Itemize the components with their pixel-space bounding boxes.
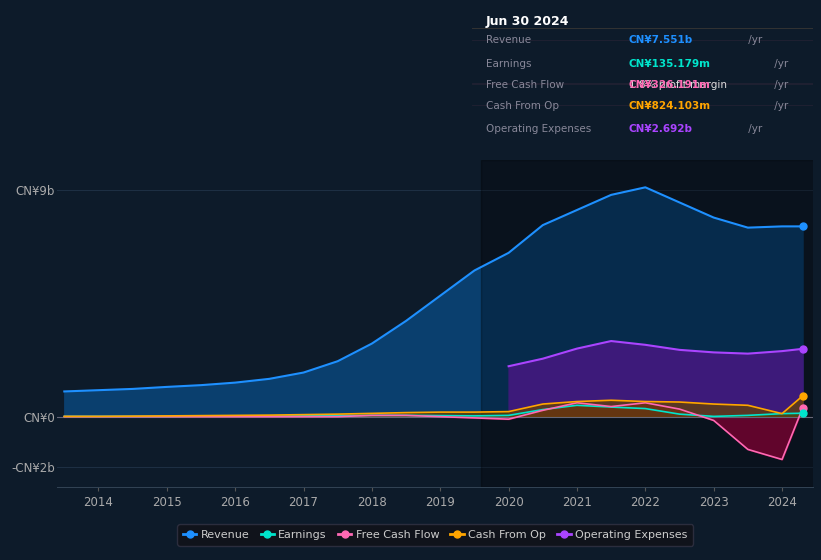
Text: Cash From Op: Cash From Op [486,101,559,110]
Text: 1.8% profit margin: 1.8% profit margin [629,80,727,90]
Text: CN¥2.692b: CN¥2.692b [629,124,693,134]
Text: Operating Expenses: Operating Expenses [486,124,591,134]
Text: /yr: /yr [771,59,788,69]
Text: /yr: /yr [745,35,763,45]
Text: CN¥135.179m: CN¥135.179m [629,59,711,69]
Text: CN¥824.103m: CN¥824.103m [629,101,711,110]
Text: CN¥326.191m: CN¥326.191m [629,80,711,90]
Legend: Revenue, Earnings, Free Cash Flow, Cash From Op, Operating Expenses: Revenue, Earnings, Free Cash Flow, Cash … [177,524,693,545]
Text: Earnings: Earnings [486,59,531,69]
Text: /yr: /yr [771,80,788,90]
Text: Jun 30 2024: Jun 30 2024 [486,15,569,27]
Text: CN¥7.551b: CN¥7.551b [629,35,693,45]
Text: Revenue: Revenue [486,35,531,45]
Bar [481,160,816,487]
Text: /yr: /yr [771,101,788,110]
Text: /yr: /yr [745,124,763,134]
Text: Free Cash Flow: Free Cash Flow [486,80,564,90]
